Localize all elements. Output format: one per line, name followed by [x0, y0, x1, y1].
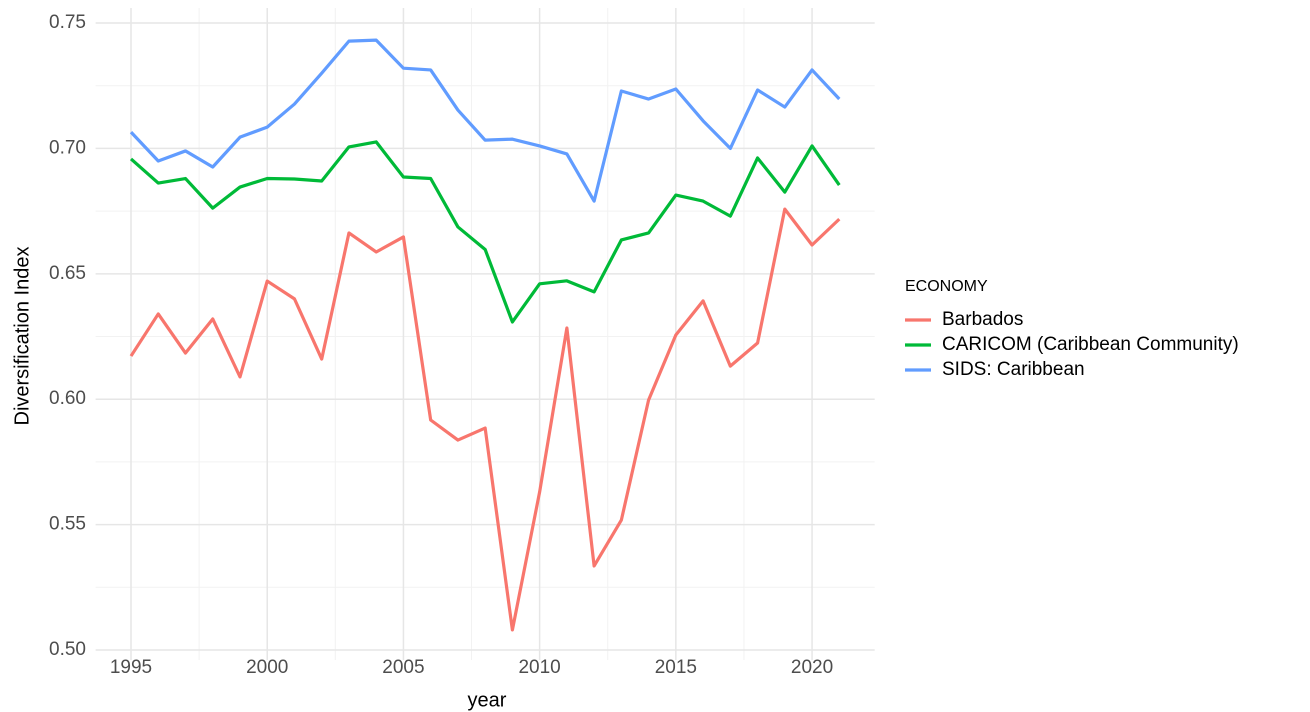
x-tick-label: 1995 — [110, 657, 152, 678]
x-tick-label: 2000 — [246, 657, 288, 678]
y-tick-label: 0.75 — [49, 12, 86, 33]
legend-label: SIDS: Caribbean — [942, 359, 1085, 380]
y-tick-label: 0.50 — [49, 639, 86, 660]
y-tick-label: 0.55 — [49, 514, 86, 535]
x-tick-label: 2020 — [791, 657, 833, 678]
x-tick-label: 2015 — [655, 657, 697, 678]
x-tick-label: 2005 — [382, 657, 424, 678]
legend-label: Barbados — [942, 309, 1023, 330]
series-line — [129, 207, 841, 632]
x-tick-label: 2010 — [518, 657, 560, 678]
series-line — [129, 38, 841, 203]
legend-title: ECONOMY — [905, 278, 988, 295]
y-tick-label: 0.70 — [49, 137, 86, 158]
y-tick-label: 0.65 — [49, 263, 86, 284]
legend-label: CARICOM (Caribbean Community) — [942, 334, 1239, 355]
x-axis-title: year — [468, 689, 507, 711]
y-tick-label: 0.60 — [49, 388, 86, 409]
y-axis-title: Diversification Index — [11, 247, 33, 426]
series-line — [129, 140, 841, 324]
